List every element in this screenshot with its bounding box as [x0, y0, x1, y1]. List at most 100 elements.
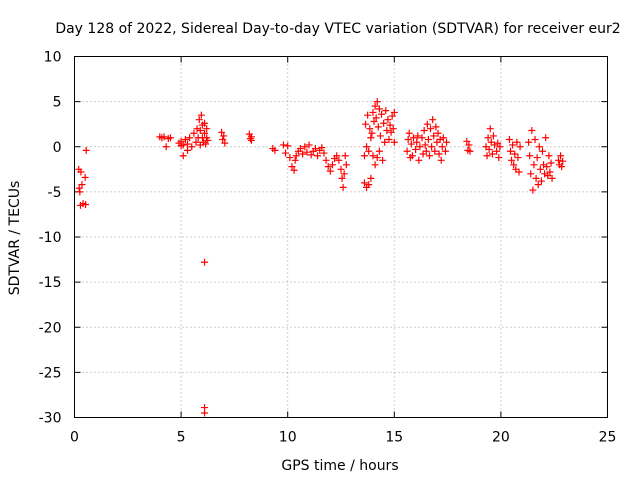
data-point: [489, 132, 497, 140]
x-tick-label: 20: [492, 430, 510, 446]
data-point: [201, 258, 209, 266]
data-point: [439, 134, 447, 142]
data-point: [373, 154, 381, 162]
data-point: [506, 147, 514, 155]
data-point: [381, 138, 389, 146]
data-point: [437, 156, 445, 164]
data-point: [218, 128, 226, 136]
data-point: [379, 156, 387, 164]
data-point: [201, 119, 209, 127]
data-point: [219, 136, 227, 144]
data-point: [496, 143, 504, 151]
data-point: [360, 152, 368, 160]
data-point: [527, 170, 535, 178]
data-point: [82, 146, 90, 154]
data-point: [494, 139, 502, 147]
data-point: [422, 147, 430, 155]
data-point: [375, 105, 383, 113]
data-point: [438, 143, 446, 151]
data-points: [75, 98, 567, 417]
data-point: [179, 141, 187, 149]
data-point: [291, 156, 299, 164]
data-point: [529, 186, 537, 194]
data-point: [286, 154, 294, 162]
data-point: [380, 119, 388, 127]
data-point: [530, 161, 538, 169]
data-point: [420, 127, 428, 135]
x-tick-label: 10: [279, 430, 297, 446]
data-point: [484, 134, 492, 142]
data-point: [271, 146, 279, 154]
data-point: [193, 125, 201, 133]
data-point: [196, 127, 204, 135]
data-point: [387, 128, 395, 136]
data-point: [181, 136, 189, 144]
data-point: [365, 181, 373, 189]
data-point: [292, 152, 300, 160]
data-point: [542, 134, 550, 142]
data-point: [509, 141, 517, 149]
data-point: [423, 120, 431, 128]
data-point: [371, 161, 379, 169]
data-point: [557, 152, 565, 160]
data-point: [544, 172, 552, 180]
data-point: [372, 114, 380, 122]
data-point: [368, 129, 376, 137]
data-point: [202, 140, 210, 148]
data-point: [247, 136, 255, 144]
data-point: [290, 166, 298, 174]
data-point: [547, 159, 555, 167]
data-point: [192, 138, 200, 146]
data-point: [374, 123, 382, 131]
data-point: [282, 149, 290, 157]
data-point: [221, 139, 229, 147]
data-point: [183, 146, 191, 154]
data-point: [483, 152, 491, 160]
data-point: [390, 108, 398, 116]
data-point: [486, 125, 494, 133]
data-point: [412, 145, 420, 153]
data-point: [299, 150, 307, 158]
data-point: [405, 129, 413, 137]
data-point: [333, 152, 341, 160]
data-point: [389, 125, 397, 133]
data-point: [326, 167, 334, 175]
data-point: [465, 141, 473, 149]
data-point: [246, 135, 254, 143]
data-point: [416, 143, 424, 151]
data-point: [197, 111, 205, 119]
data-point: [341, 152, 349, 160]
data-point: [505, 136, 513, 144]
data-point: [166, 134, 174, 142]
data-point: [404, 136, 412, 144]
data-point: [418, 134, 426, 142]
y-tick-label: 5: [53, 95, 62, 111]
data-point: [318, 144, 326, 152]
data-point: [536, 165, 544, 173]
data-point: [443, 138, 451, 146]
data-point: [204, 136, 212, 144]
data-point: [516, 143, 524, 151]
data-point: [514, 154, 522, 162]
data-point: [311, 145, 319, 153]
data-point: [532, 174, 540, 182]
data-point: [510, 161, 518, 169]
data-point: [414, 132, 422, 140]
data-point: [303, 148, 311, 156]
data-point: [75, 184, 83, 192]
data-point: [533, 154, 541, 162]
data-point: [382, 107, 390, 115]
data-point: [429, 116, 437, 124]
data-point: [540, 161, 548, 169]
data-point: [559, 157, 567, 165]
data-point: [413, 138, 421, 146]
data-point: [160, 133, 168, 141]
data-point: [390, 138, 398, 146]
data-point: [220, 132, 228, 140]
data-point: [546, 168, 554, 176]
data-point: [76, 188, 84, 196]
x-tick-label: 15: [385, 430, 403, 446]
data-point: [485, 145, 493, 153]
y-axis-label: SDTVAR / TECUs: [7, 181, 23, 296]
data-point: [339, 183, 347, 191]
